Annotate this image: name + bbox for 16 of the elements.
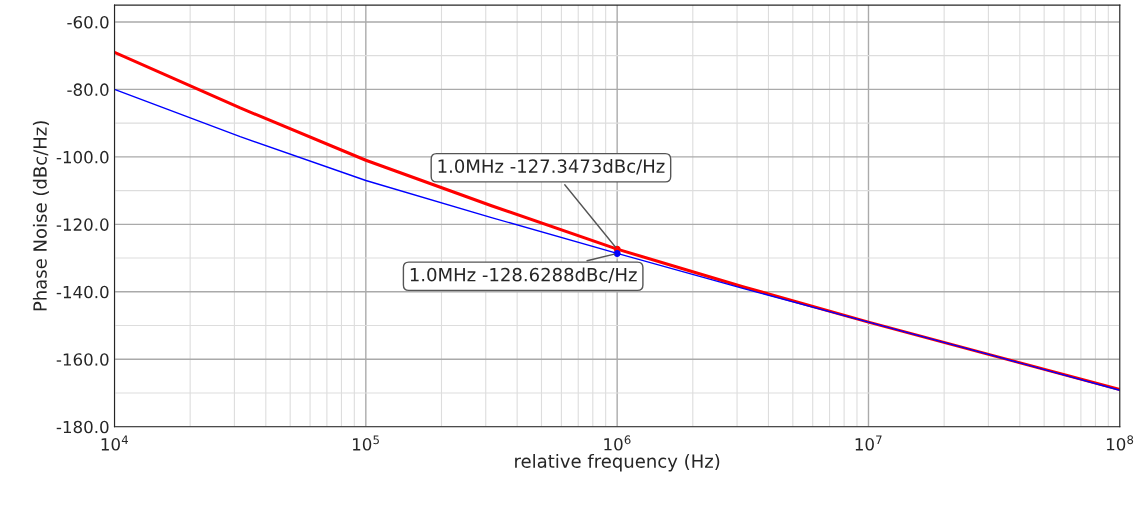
y-tick-label: -140.0 — [56, 285, 109, 299]
x-tick-label: 10$^{8}$ — [1106, 435, 1134, 451]
y-axis-title: Phase Noise (dBc/Hz) — [32, 121, 49, 311]
x-tick-label: 10$^{6}$ — [604, 435, 631, 451]
x-tick-label: 10$^{5}$ — [352, 435, 379, 451]
y-tick-label: -160.0 — [56, 353, 109, 366]
y-tick-label: -100.0 — [56, 150, 109, 164]
y-tick-label: -80.0 — [67, 83, 109, 96]
y-tick-label: -180.0 — [56, 420, 109, 434]
y-tick-label: -120.0 — [56, 218, 109, 231]
annotation: 1.0MHz -128.6288dBc/Hz — [410, 267, 637, 283]
annotation: 1.0MHz -127.3473dBc/Hz — [438, 159, 665, 175]
x-tick-label: 10$^{7}$ — [855, 435, 882, 451]
x-tick-label: 10$^{4}$ — [101, 435, 128, 451]
y-tick-label: -60.0 — [67, 15, 109, 29]
x-axis-title: relative frequency (Hz) — [515, 453, 720, 472]
